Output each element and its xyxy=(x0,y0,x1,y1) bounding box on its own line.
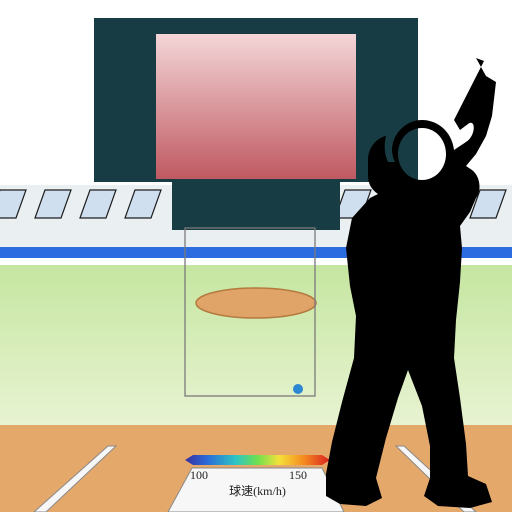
pitch-location-scene: 100 150 球速(km/h) xyxy=(0,0,512,512)
pitch-markers xyxy=(293,384,303,394)
scoreboard-display xyxy=(156,34,356,179)
svg-text:150: 150 xyxy=(289,468,307,482)
pitchers-mound xyxy=(196,288,316,318)
svg-text:100: 100 xyxy=(190,468,208,482)
pitch-marker xyxy=(293,384,303,394)
velocity-legend-label: 球速(km/h) xyxy=(229,484,286,498)
